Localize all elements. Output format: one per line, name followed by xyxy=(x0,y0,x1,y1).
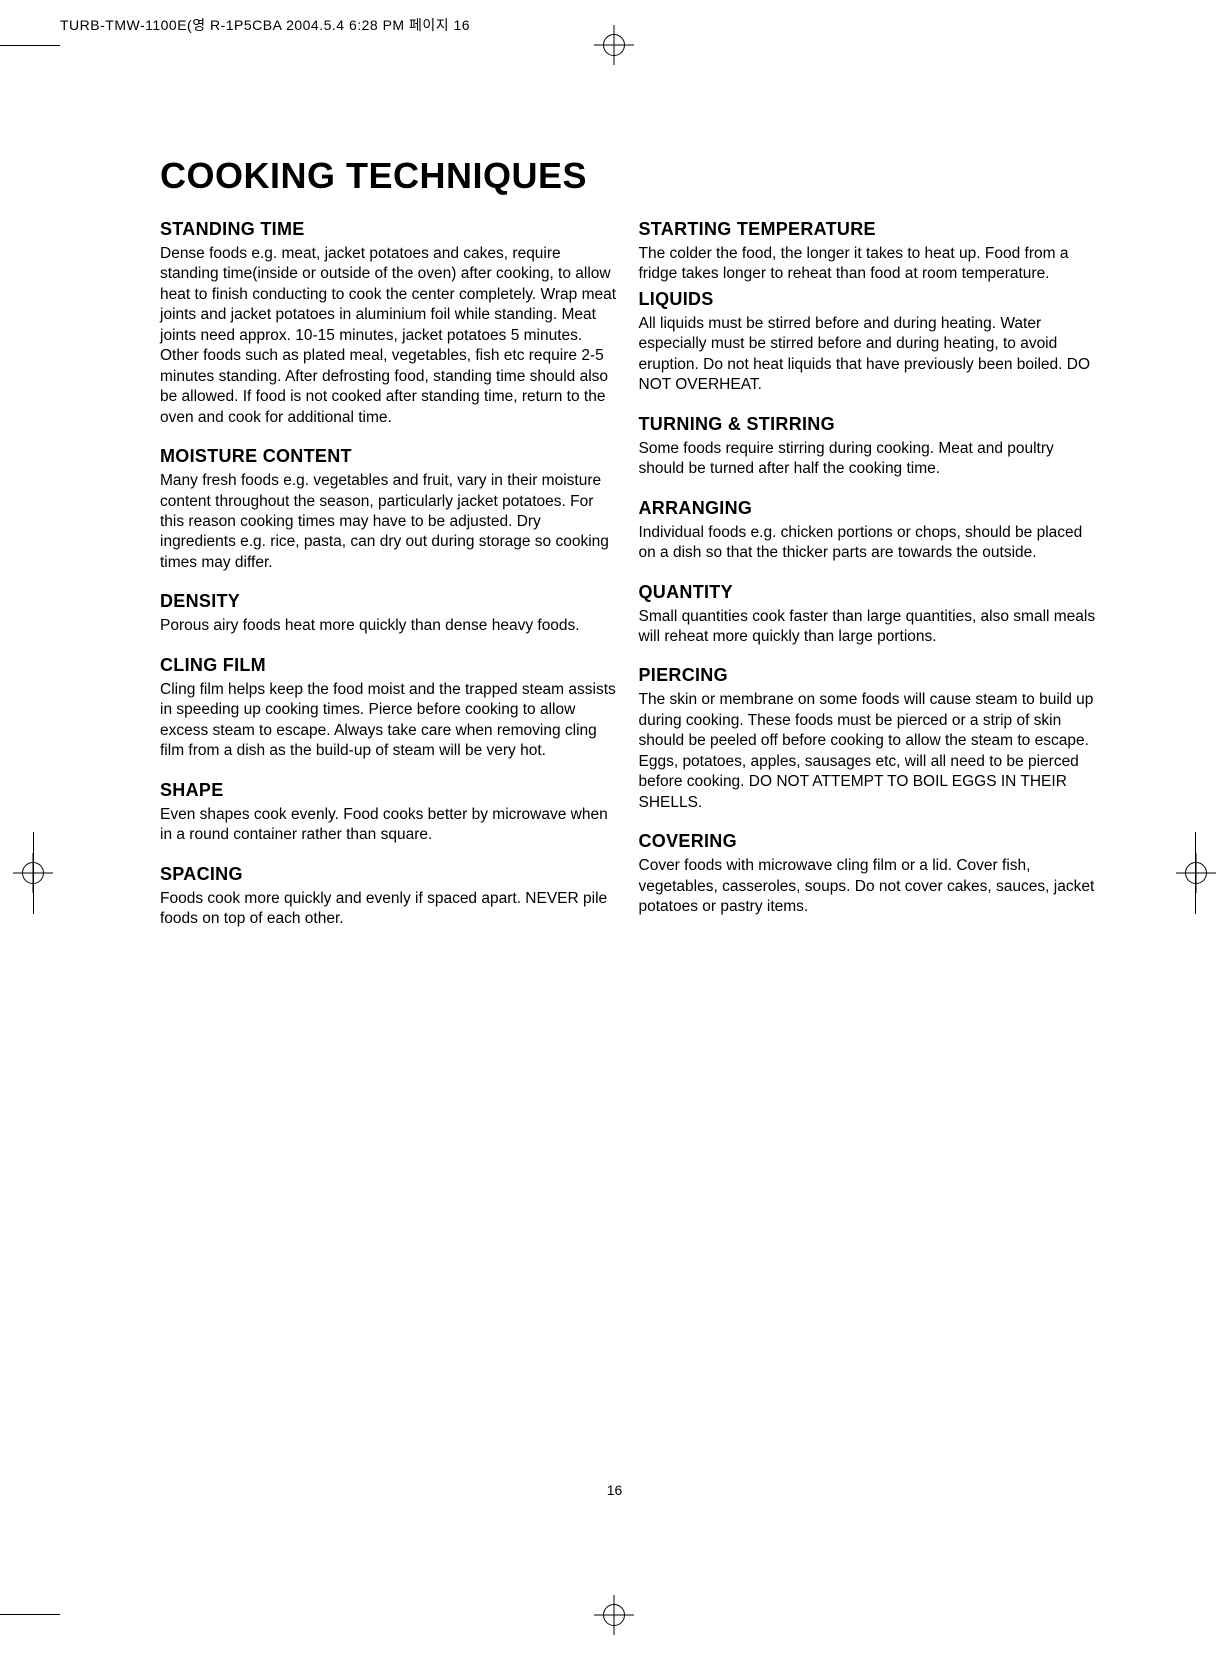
section-body: All liquids must be stirred before and d… xyxy=(639,314,1100,396)
page-title: COOKING TECHNIQUES xyxy=(160,155,1099,197)
page-content: COOKING TECHNIQUES STANDING TIME Dense f… xyxy=(160,155,1099,1460)
section-body: Cling film helps keep the food moist and… xyxy=(160,680,621,762)
section-heading: LIQUIDS xyxy=(639,289,1100,310)
section-heading: STARTING TEMPERATURE xyxy=(639,219,1100,240)
section-body: Foods cook more quickly and evenly if sp… xyxy=(160,889,621,930)
section-heading: STANDING TIME xyxy=(160,219,621,240)
section-body: Even shapes cook evenly. Food cooks bett… xyxy=(160,805,621,846)
section-heading: QUANTITY xyxy=(639,582,1100,603)
section-body: Small quantities cook faster than large … xyxy=(639,607,1100,648)
column-right: STARTING TEMPERATURE The colder the food… xyxy=(639,219,1100,929)
section-heading: SPACING xyxy=(160,864,621,885)
page-number: 16 xyxy=(607,1482,623,1498)
section-heading: TURNING & STIRRING xyxy=(639,414,1100,435)
section-heading: COVERING xyxy=(639,831,1100,852)
section-heading: PIERCING xyxy=(639,665,1100,686)
section-body: Individual foods e.g. chicken portions o… xyxy=(639,523,1100,564)
section-body: Many fresh foods e.g. vegetables and fru… xyxy=(160,471,621,573)
crop-mark xyxy=(0,45,60,46)
section-heading: CLING FILM xyxy=(160,655,621,676)
column-left: STANDING TIME Dense foods e.g. meat, jac… xyxy=(160,219,621,929)
section-body: Some foods require stirring during cooki… xyxy=(639,439,1100,480)
section-heading: ARRANGING xyxy=(639,498,1100,519)
document-meta: TURB-TMW-1100E(영 R-1P5CBA 2004.5.4 6:28 … xyxy=(60,15,470,35)
section-body: The colder the food, the longer it takes… xyxy=(639,244,1100,285)
crop-mark xyxy=(0,1614,60,1615)
section-body: The skin or membrane on some foods will … xyxy=(639,690,1100,813)
section-body: Porous airy foods heat more quickly than… xyxy=(160,616,621,636)
section-heading: DENSITY xyxy=(160,591,621,612)
crop-mark xyxy=(1195,832,1196,914)
section-body: Dense foods e.g. meat, jacket potatoes a… xyxy=(160,244,621,428)
registration-mark-bottom xyxy=(603,1604,625,1626)
section-heading: SHAPE xyxy=(160,780,621,801)
registration-mark-right xyxy=(1185,862,1207,884)
section-body: Cover foods with microwave cling film or… xyxy=(639,856,1100,917)
columns: STANDING TIME Dense foods e.g. meat, jac… xyxy=(160,219,1099,929)
section-heading: MOISTURE CONTENT xyxy=(160,446,621,467)
registration-mark-top xyxy=(603,34,625,56)
crop-mark xyxy=(33,832,34,914)
